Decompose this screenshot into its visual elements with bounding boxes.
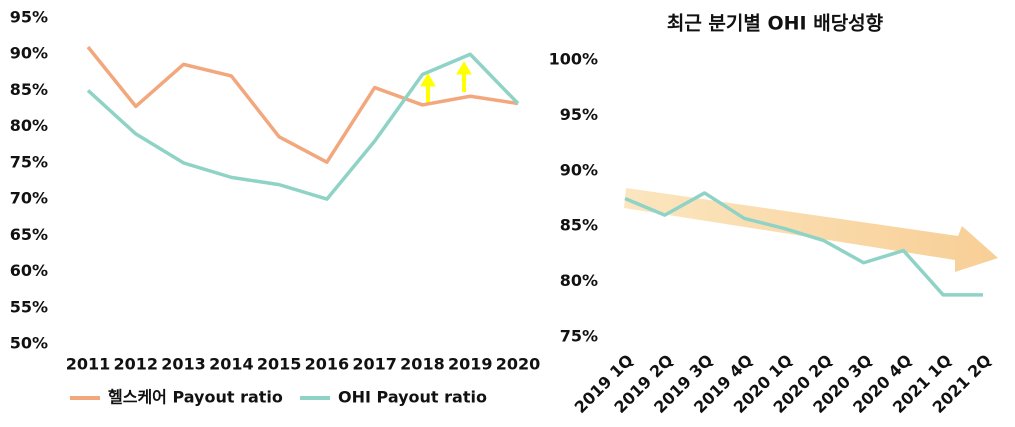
series-line: [86, 52, 520, 201]
y-tick-label: 80%: [10, 116, 48, 135]
x-tick-label: 2017: [352, 355, 397, 374]
y-tick-label: 60%: [10, 261, 48, 280]
x-tick-label: 2016: [305, 355, 350, 374]
y-tick-label: 95%: [560, 105, 598, 124]
y-tick-label: 80%: [560, 271, 598, 290]
legend-label: 헬스케어 Payout ratio: [108, 388, 283, 407]
x-tick-label: 2015: [257, 355, 302, 374]
chart-title: 최근 분기별 OHI 배당성향: [667, 13, 884, 35]
y-tick-label: 75%: [560, 327, 598, 346]
series-line: [86, 45, 519, 164]
x-tick-label: 2012: [114, 355, 159, 374]
series-line: [624, 191, 983, 297]
y-tick-label: 75%: [10, 152, 48, 171]
y-tick-label: 70%: [10, 189, 48, 208]
y-tick-label: 100%: [549, 50, 598, 69]
y-tick-label: 85%: [10, 80, 48, 99]
y-tick-label: 65%: [10, 225, 48, 244]
x-tick-label: 2020: [496, 355, 541, 374]
y-tick-label: 95%: [10, 8, 48, 27]
x-tick-label: 2019: [448, 355, 493, 374]
y-tick-label: 85%: [560, 216, 598, 235]
x-tick-label: 2013: [161, 355, 206, 374]
y-tick-label: 55%: [10, 297, 48, 316]
yellow-arrows: [420, 61, 472, 104]
y-tick-label: 90%: [10, 44, 48, 63]
y-tick-label: 50%: [10, 334, 48, 353]
y-tick-label: 90%: [560, 160, 598, 179]
x-tick-label: 2014: [209, 355, 254, 374]
legend-label: OHI Payout ratio: [338, 388, 487, 407]
x-tick-label: 2011: [66, 355, 111, 374]
trend-arrow: [624, 188, 998, 272]
x-tick-label: 2018: [400, 355, 445, 374]
